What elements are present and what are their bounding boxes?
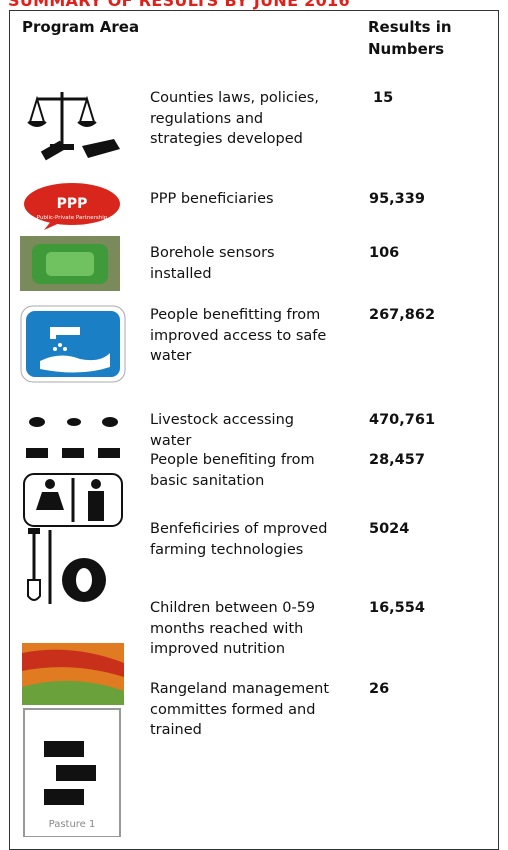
icon-pasture: Pasture 1 (22, 707, 122, 837)
icon-text: Public-Private Partnership (37, 215, 108, 221)
icon-farming (22, 520, 124, 610)
result-number: 267,862 (369, 305, 435, 326)
icon-justice (22, 84, 124, 166)
program-area: Children between 0-59 months reached wit… (150, 598, 335, 660)
icon-livestock (22, 410, 124, 468)
icon-water (20, 305, 126, 383)
program-area: People benefitting from improved access … (150, 305, 335, 367)
page-title: SUMMARY OF RESULTS BY JUNE 2016 (8, 0, 350, 10)
result-number: 5024 (369, 519, 409, 540)
result-number: 16,554 (369, 598, 425, 619)
result-number: 28,457 (369, 450, 425, 471)
page: {"title": "SUMMARY OF RESULTS BY JUNE 20… (0, 0, 508, 837)
program-area: Livestock accessing water (150, 410, 335, 451)
result-number: 15 (373, 88, 393, 109)
result-number: 95,339 (369, 189, 425, 210)
result-number: 470,761 (369, 410, 435, 431)
icon-text: Pasture 1 (49, 819, 96, 830)
header-program-area: Program Area (22, 16, 139, 38)
result-number: 106 (369, 243, 399, 264)
icon-ppp: PPP Public-Private Partnership (22, 182, 122, 230)
header-results: Results in Numbers (368, 16, 478, 60)
result-number: 26 (369, 679, 389, 700)
program-area: People benefiting from basic sanitation (150, 450, 335, 491)
icon-nutrition (22, 643, 124, 705)
program-area: PPP beneficiaries (150, 189, 335, 210)
icon-text: PPP (57, 196, 88, 212)
program-area: Borehole sensors installed (150, 243, 335, 284)
icon-sensor (20, 236, 120, 291)
program-area: Counties laws, policies, regulations and… (150, 88, 335, 150)
program-area: Rangeland management committes formed an… (150, 679, 335, 741)
program-area: Benfeficiries of mproved farming technol… (150, 519, 335, 560)
